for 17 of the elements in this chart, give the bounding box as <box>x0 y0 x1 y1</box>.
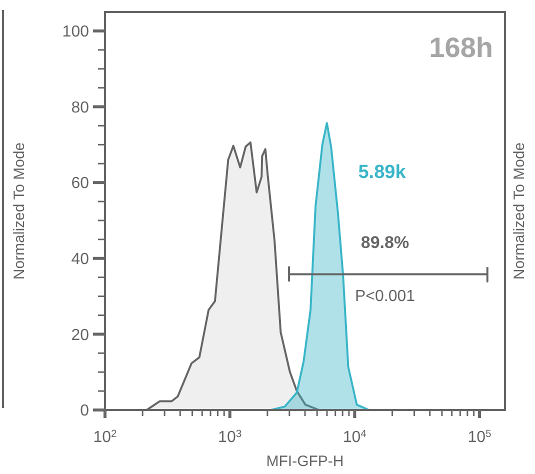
annotation: 5.89k <box>358 162 406 183</box>
y-tick-label: 100 <box>62 24 90 41</box>
y-axis-title: Normalized To Mode <box>11 142 28 280</box>
y-tick-label: 60 <box>71 175 90 192</box>
y-tick-label: 80 <box>71 99 90 116</box>
y-tick-label: 20 <box>71 326 90 344</box>
y-tick-label: 0 <box>80 402 90 420</box>
x-tick-label: 10$^{3}$ <box>218 428 242 446</box>
annotation: P<0.001 <box>354 288 416 305</box>
x-tick-label: 10$^{2}$ <box>93 428 118 446</box>
y-tick-label: 40 <box>71 250 90 268</box>
text: 168h <box>429 32 493 63</box>
x-tick-label: 10$^{5}$ <box>468 428 492 446</box>
y2-axis-title: Normalized To Mode <box>511 142 528 280</box>
x-tick-label: 10$^{4}$ <box>342 428 367 446</box>
annotation: 89.8% <box>360 233 410 252</box>
x-axis-title: MFI-GFP-H <box>266 453 344 470</box>
